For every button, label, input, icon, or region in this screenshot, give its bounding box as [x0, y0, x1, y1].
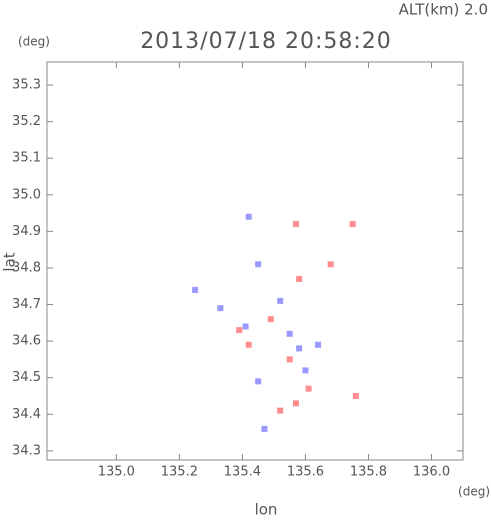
data-point [286, 330, 293, 337]
x-tick-label: 135.4 [224, 465, 261, 480]
y-tick-label: 34.3 [12, 443, 41, 458]
x-tick-label: 136.0 [413, 465, 450, 480]
x-unit: (deg) [458, 485, 490, 499]
y-tick-label: 35.2 [12, 114, 41, 129]
data-point [296, 345, 303, 352]
altitude-label: ALT(km) 2.0 [399, 1, 488, 19]
plot-frame [46, 61, 464, 461]
y-tick-label: 34.9 [12, 224, 41, 239]
y-tick-label: 35.0 [12, 187, 41, 202]
y-tick-label: 34.6 [12, 334, 41, 349]
y-tick-label: 34.8 [12, 260, 41, 275]
x-tick-label: 135.6 [287, 465, 324, 480]
data-point [292, 221, 299, 228]
y-tick-label: 35.1 [12, 151, 41, 166]
y-unit: (deg) [18, 35, 50, 49]
data-point [236, 327, 243, 334]
y-tick-label: 34.4 [12, 407, 41, 422]
data-point [277, 297, 284, 304]
y-axis-label: lat [1, 252, 19, 271]
data-point [277, 407, 284, 414]
data-point [349, 221, 356, 228]
data-point [261, 425, 268, 432]
data-point [192, 286, 199, 293]
data-point [352, 392, 359, 399]
data-point [245, 341, 252, 348]
x-tick-label: 135.0 [98, 465, 135, 480]
data-point [245, 213, 252, 220]
data-point [305, 385, 312, 392]
data-point [296, 275, 303, 282]
data-point [242, 323, 249, 330]
data-point [217, 305, 224, 312]
x-tick-label: 135.8 [350, 465, 387, 480]
data-point [267, 316, 274, 323]
data-point [292, 400, 299, 407]
data-point [255, 261, 262, 268]
y-tick-label: 35.3 [12, 78, 41, 93]
data-point [286, 356, 293, 363]
x-tick-label: 135.2 [161, 465, 198, 480]
y-tick-label: 34.5 [12, 370, 41, 385]
y-tick-label: 34.7 [12, 297, 41, 312]
data-point [315, 341, 322, 348]
data-point [327, 261, 334, 268]
chart-title: 2013/07/18 20:58:20 [140, 29, 392, 54]
x-axis-label: lon [255, 501, 278, 519]
data-point [255, 378, 262, 385]
data-point [302, 367, 309, 374]
